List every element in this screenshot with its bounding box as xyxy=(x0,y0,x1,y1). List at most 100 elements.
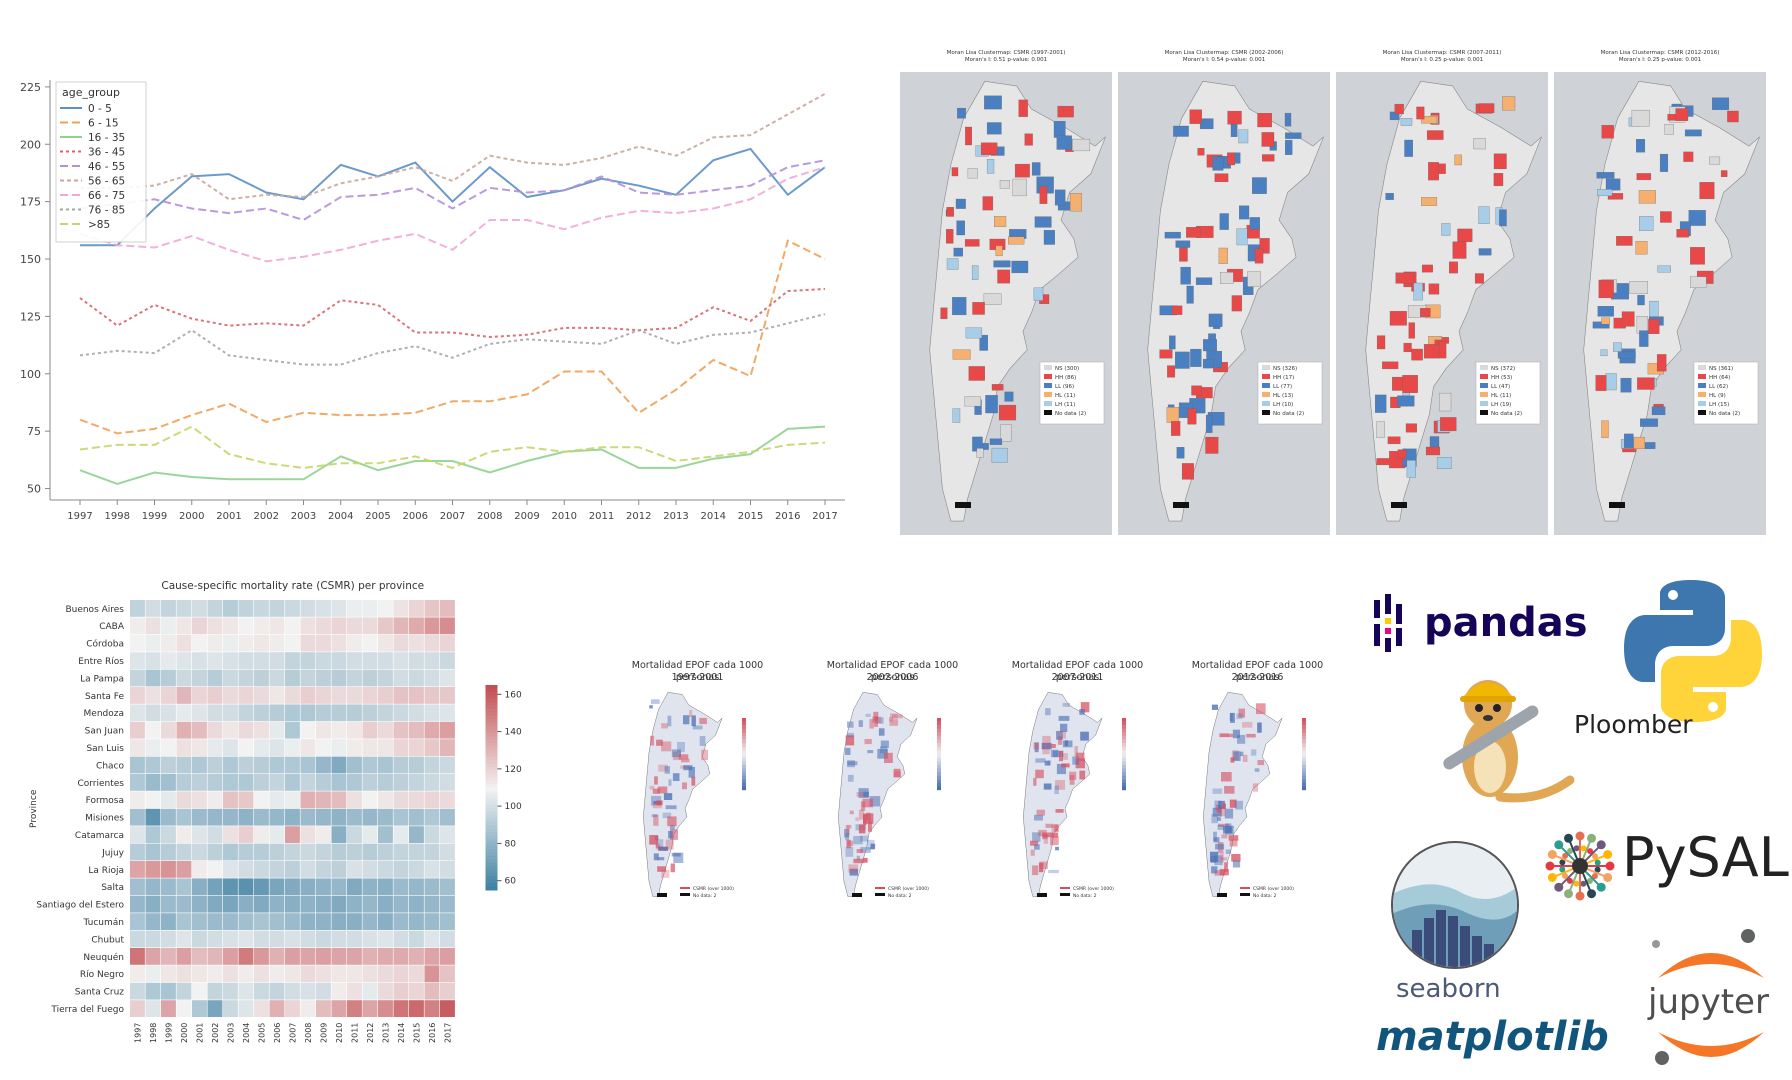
epof-region xyxy=(863,813,874,824)
heatmap-cell xyxy=(316,756,331,774)
pysal-dot xyxy=(1594,859,1601,866)
heatmap-cell xyxy=(207,808,223,826)
moran-legend: NS (361) HH (64) LL (62) HL (9) LH (15) No da… xyxy=(1693,361,1759,425)
heatmap-cell xyxy=(161,843,176,861)
heatmap-cell xyxy=(331,791,347,809)
cluster-region xyxy=(1439,392,1452,412)
epof-region xyxy=(867,750,874,754)
epof-region xyxy=(1213,837,1220,843)
pysal-dot xyxy=(1559,859,1566,866)
cluster-region xyxy=(986,159,995,174)
heatmap-cell xyxy=(223,669,238,687)
epof-map-svg: CSMR (over 1000)No data: 2 xyxy=(1203,692,1306,899)
heatmap-cell xyxy=(223,634,238,652)
moran-legend-swatch-hl xyxy=(1480,392,1488,397)
heatmap-cell xyxy=(238,965,254,983)
cluster-region xyxy=(1600,349,1608,357)
colorbar-segment xyxy=(485,821,498,826)
heatmap-row-label: Santa Fe xyxy=(85,692,125,702)
heatmap-cell xyxy=(238,930,254,948)
epof-colorbar-segment xyxy=(1302,754,1306,758)
heatmap-row-label: Tierra del Fuego xyxy=(50,1005,124,1015)
epof-colorbar-segment xyxy=(742,746,746,751)
colorbar-segment xyxy=(485,794,498,799)
heatmap-cell xyxy=(362,687,378,704)
heatmap-cell xyxy=(238,704,254,722)
epof-colorbar-segment xyxy=(742,750,746,755)
epof-region xyxy=(665,805,677,810)
epof-colorbar-segment xyxy=(1122,728,1126,733)
cluster-region xyxy=(1212,156,1224,171)
pysal-dot xyxy=(1596,882,1606,892)
heatmap-cell xyxy=(440,634,455,652)
heatmap-cell xyxy=(409,652,424,669)
cluster-region xyxy=(1012,178,1027,197)
epof-region xyxy=(1048,869,1059,874)
legend-label: 6 - 15 xyxy=(88,118,119,130)
heatmap-cell xyxy=(331,739,347,756)
heatmap-cell xyxy=(378,739,393,756)
heatmap-ylabel: Province xyxy=(29,789,39,828)
line-chart: 50 75 100 125 150 175 200 225 1997 1998 1999 2000 20… xyxy=(20,80,845,522)
epof-region xyxy=(848,864,858,873)
heatmap-row-label: Formosa xyxy=(86,796,124,806)
epof-region xyxy=(1032,865,1039,876)
epof-country xyxy=(1023,692,1103,897)
heatmap-cell xyxy=(176,634,192,652)
epof-region xyxy=(1235,800,1243,810)
cluster-region xyxy=(1054,189,1066,206)
heatmap-cell xyxy=(362,930,378,948)
y-tick-label: 225 xyxy=(20,81,41,94)
pysal-dot xyxy=(1580,880,1587,887)
heatmap-cell xyxy=(176,721,192,739)
heatmap-cell xyxy=(300,861,316,878)
cluster-region xyxy=(1405,423,1417,433)
cluster-region xyxy=(1397,395,1415,407)
heatmap-row-label: Chubut xyxy=(91,935,124,945)
heatmap-col-label: 2014 xyxy=(397,1023,406,1043)
x-tick-label: 2014 xyxy=(701,511,726,522)
heatmap-cell xyxy=(145,704,161,722)
colorbar-segment xyxy=(485,859,498,864)
heatmap-cell xyxy=(223,826,238,843)
heatmap-cell xyxy=(161,1000,176,1017)
series-line-5 xyxy=(80,92,826,201)
epof-region xyxy=(1224,786,1235,794)
country-outline xyxy=(643,692,723,897)
heatmap-cell xyxy=(331,878,347,896)
heatmap-cell xyxy=(424,913,440,930)
heatmap-cell xyxy=(300,774,316,791)
heatmap-cell xyxy=(424,791,440,809)
moran-legend-swatch-hl xyxy=(1698,392,1706,397)
moran-legend-label: NS (326) xyxy=(1273,366,1297,372)
epof-region xyxy=(656,739,663,746)
cluster-region xyxy=(991,384,1004,391)
heatmap-cell xyxy=(145,634,161,652)
colorbar-segment xyxy=(485,790,498,795)
logos-panel: pandas Ploomber xyxy=(1360,570,1790,1080)
heatmap-cell xyxy=(347,652,362,669)
heatmap-cell xyxy=(238,982,254,1000)
heatmap-cell xyxy=(440,791,455,809)
heatmap-cell xyxy=(176,948,192,965)
epof-colorbar-segment xyxy=(937,757,941,762)
cluster-region xyxy=(1664,124,1674,135)
colorbar-segment xyxy=(485,883,498,888)
heatmap-cell xyxy=(269,826,285,843)
heatmap-cell xyxy=(145,895,161,913)
epof-region xyxy=(1224,808,1234,819)
epof-map-svg: CSMR (over 1000)No data: 2 xyxy=(1023,692,1126,899)
epof-region xyxy=(701,749,708,761)
epof-legend: CSMR (over 1000)No data: 2 xyxy=(1060,886,1114,899)
x-tick-label: 2000 xyxy=(179,511,204,522)
moran-map-title-line1: Moran Lisa Clustermap: CSMR (2002-2006) xyxy=(1164,50,1284,56)
epof-region xyxy=(858,809,864,820)
moran-legend-swatch-ll xyxy=(1044,383,1052,388)
heatmap-cell xyxy=(347,669,362,687)
moran-legend-label: HH (64) xyxy=(1709,375,1730,381)
heatmap-cell xyxy=(269,739,285,756)
line-chart-panel: 50 75 100 125 150 175 200 225 1997 1998 1999 2000 20… xyxy=(0,60,870,530)
moran-legend-swatch-hh xyxy=(1262,374,1270,379)
heatmap-cell xyxy=(130,756,145,774)
heatmap-cell xyxy=(331,652,347,669)
